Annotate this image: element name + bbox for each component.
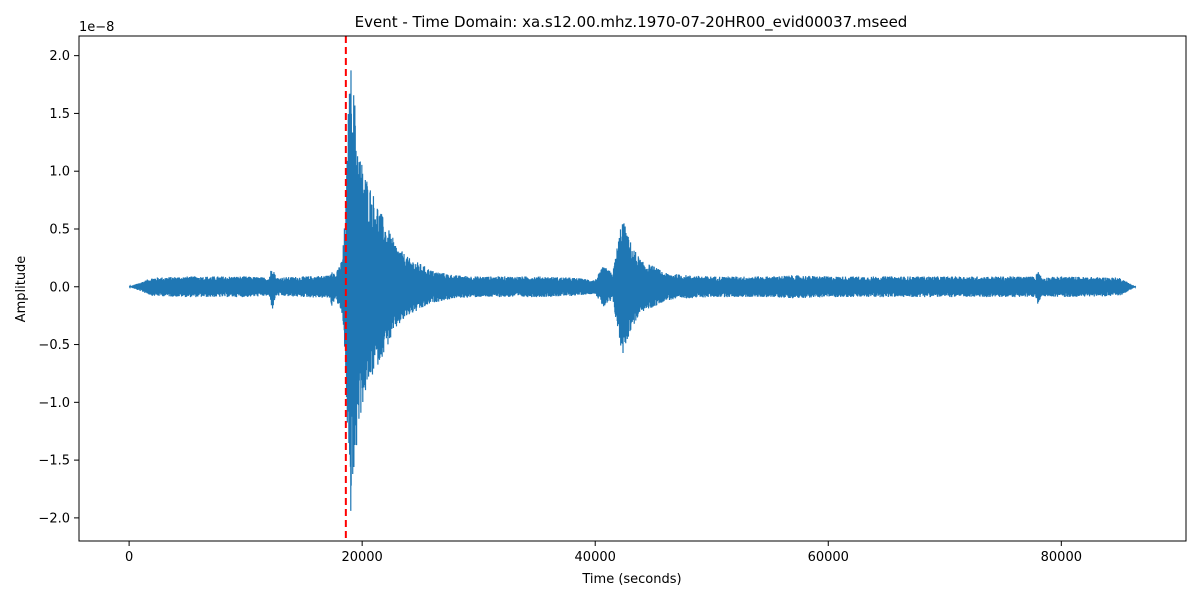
chart-title: Event - Time Domain: xa.s12.00.mhz.1970-… xyxy=(355,13,908,32)
y-tick-label: 0.5 xyxy=(49,222,70,237)
y-offset-label: 1e−8 xyxy=(79,20,114,35)
plot-area xyxy=(128,36,1137,541)
y-axis: −2.0 −1.5 −1.0 −0.5 0.0 0.5 1.0 1.5 2.0 xyxy=(38,49,79,526)
x-tick-label: 20000 xyxy=(341,550,382,565)
x-tick-label: 40000 xyxy=(575,550,616,565)
x-tick-label: 0 xyxy=(125,550,133,565)
y-tick-label: 0.0 xyxy=(49,280,70,295)
x-axis: 0 20000 40000 60000 80000 xyxy=(125,541,1082,565)
y-tick-label: −1.0 xyxy=(38,396,70,411)
x-tick-label: 80000 xyxy=(1041,550,1082,565)
y-tick-label: 2.0 xyxy=(49,49,70,64)
y-tick-label: −1.5 xyxy=(38,454,70,469)
axes-frame xyxy=(78,35,1187,542)
series-0-line xyxy=(128,70,1137,511)
y-tick-label: 1.0 xyxy=(49,165,70,180)
y-tick-label: 1.5 xyxy=(49,107,70,122)
y-tick-label: −0.5 xyxy=(38,338,70,353)
y-tick-label: −2.0 xyxy=(38,511,70,526)
x-tick-label: 60000 xyxy=(808,550,849,565)
y-axis-label: Amplitude xyxy=(14,256,29,323)
x-axis-label: Time (seconds) xyxy=(581,572,681,587)
